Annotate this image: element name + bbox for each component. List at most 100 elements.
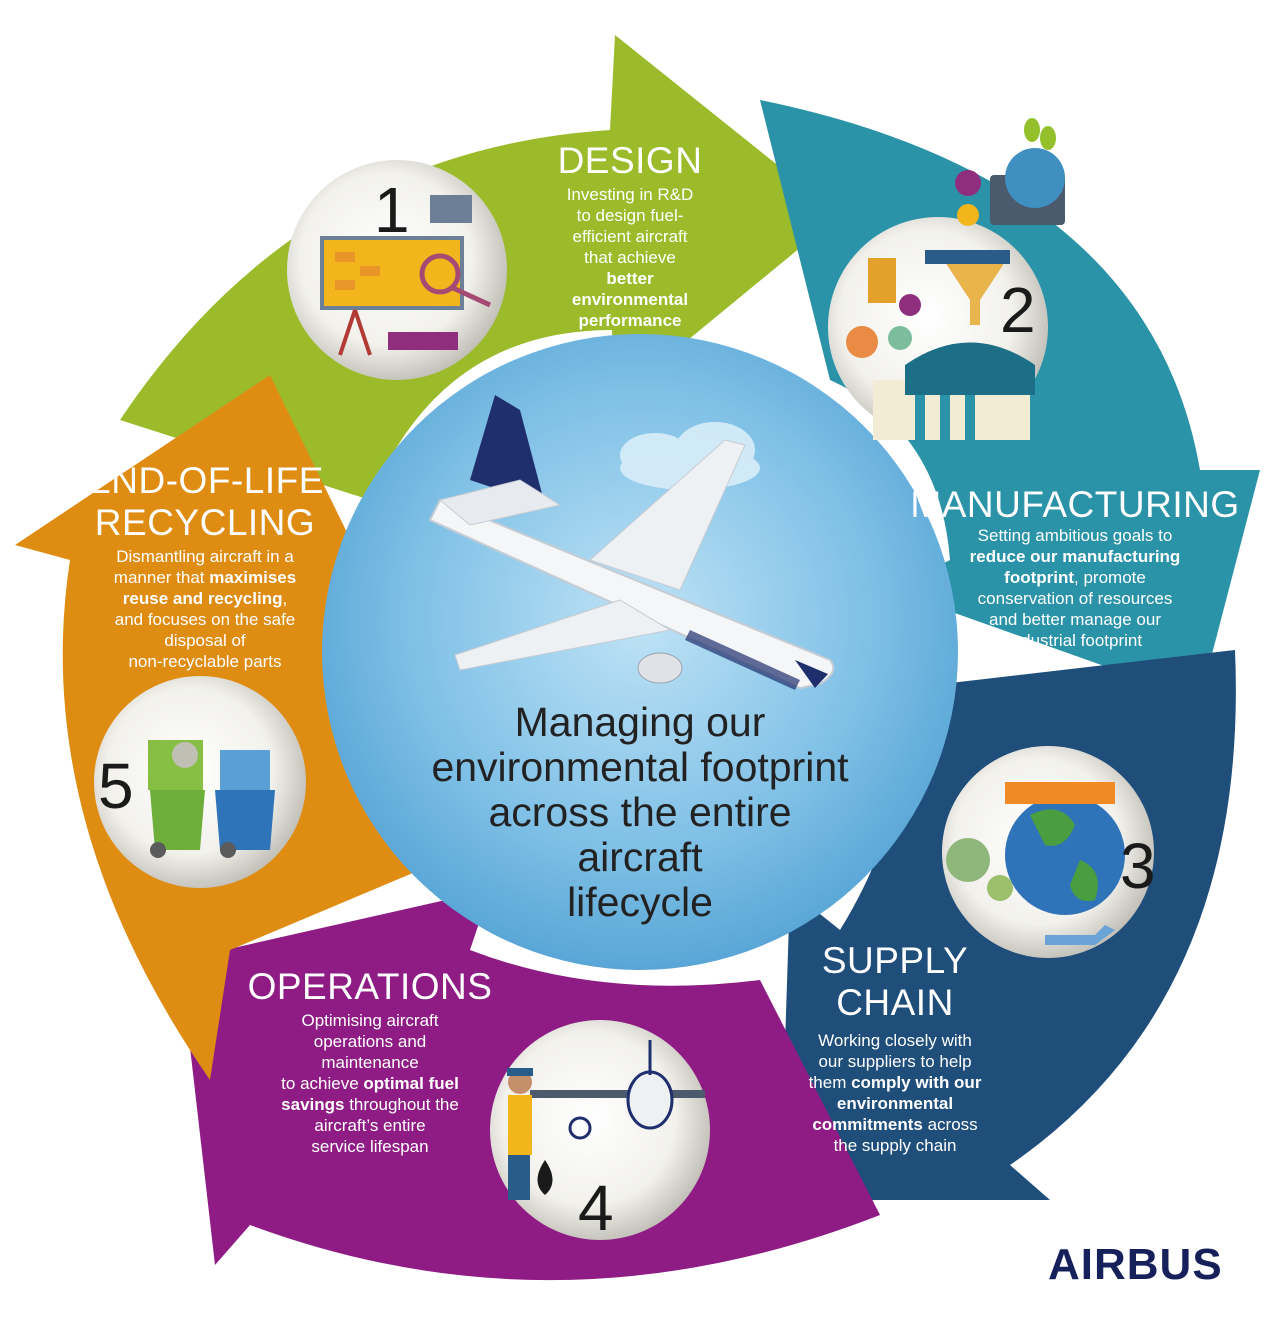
description-line: non-recyclable parts xyxy=(60,651,350,672)
description-bold-text: reduce our manufacturing xyxy=(969,547,1181,566)
center-line-1: Managing our xyxy=(514,699,766,745)
supply-chain-title-line-1: SUPPLY xyxy=(821,940,969,981)
end-of-life-text: END-OF-LIFE RECYCLING Dismantling aircra… xyxy=(60,460,350,672)
stage-2-bubble: 2 xyxy=(828,118,1065,440)
stage-4-bubble: 4 xyxy=(490,1020,710,1244)
design-research-icon xyxy=(320,195,492,356)
description-line: Optimising aircraft xyxy=(230,1010,510,1031)
airbus-logo: AIRBUS xyxy=(1048,1240,1223,1289)
description-text: that achieve xyxy=(584,248,676,267)
description-text: to achieve xyxy=(281,1074,364,1093)
end-of-life-description: Dismantling aircraft in a manner that max… xyxy=(60,546,350,672)
stage-3-bubble: 3 xyxy=(942,746,1156,958)
description-line: industrial footprint xyxy=(900,630,1250,651)
description-bold-text: maximises xyxy=(209,568,297,587)
description-line: environmental xyxy=(500,289,760,310)
supply-chain-title-line-2: CHAIN xyxy=(836,982,954,1023)
operations-text: OPERATIONS Optimising aircraft operations… xyxy=(230,966,510,1157)
stage-4-number: 4 xyxy=(578,1172,614,1244)
description-text: and better manage our xyxy=(988,610,1161,629)
description-line: our suppliers to help xyxy=(760,1051,1030,1072)
description-line: Dismantling aircraft in a xyxy=(60,546,350,567)
description-text: , promote xyxy=(1074,568,1146,587)
stage-5-bubble: 5 xyxy=(94,676,306,888)
globe-supply-icon xyxy=(946,782,1125,945)
factory-icon xyxy=(846,250,1035,440)
description-line: footprint, promote xyxy=(900,567,1250,588)
description-line: performance xyxy=(500,310,760,331)
description-bold-text: optimal fuel xyxy=(363,1074,459,1093)
operations-description: Optimising aircraft operations and mainten… xyxy=(230,1010,510,1157)
description-text: maintenance xyxy=(321,1053,419,1072)
stage-3-number: 3 xyxy=(1120,830,1156,902)
manufacturing-text: MANUFACTURING Setting ambitious goals to… xyxy=(900,484,1250,651)
recycling-bins-icon xyxy=(148,740,275,858)
description-bold-text: commitments xyxy=(812,1115,923,1134)
description-bold-text: better xyxy=(606,269,654,288)
center-line-2: environmental footprint xyxy=(431,744,849,790)
center-line-4: aircraft xyxy=(577,834,703,880)
description-line: reduce our manufacturing xyxy=(900,546,1250,567)
description-line: Setting ambitious goals to xyxy=(900,525,1250,546)
center-line-3: across the entire xyxy=(488,789,792,835)
description-text: , xyxy=(282,589,288,608)
center-line-5: lifecycle xyxy=(567,879,713,925)
description-line: that achieve xyxy=(500,247,760,268)
supply-chain-description: Working closely with our suppliers to hel… xyxy=(760,1030,1030,1156)
description-text: Investing in R&D xyxy=(566,185,694,204)
stage-2-number: 2 xyxy=(1000,274,1036,346)
description-line: environmental xyxy=(760,1093,1030,1114)
refuel-aircraft-icon xyxy=(507,1040,705,1200)
description-line: and focuses on the safe xyxy=(60,609,350,630)
description-text: operations and xyxy=(313,1032,427,1051)
description-line: manner that maximises xyxy=(60,567,350,588)
center-headline: Managing our environmental footprint acr… xyxy=(360,700,920,925)
description-text: non-recyclable parts xyxy=(128,652,282,671)
description-text: service lifespan xyxy=(311,1137,429,1156)
description-line: operations and xyxy=(230,1031,510,1052)
description-bold-text: savings xyxy=(281,1095,345,1114)
description-text: and focuses on the safe xyxy=(114,610,296,629)
description-line: aircraft’s entire xyxy=(230,1115,510,1136)
description-line: to achieve optimal fuel xyxy=(230,1073,510,1094)
description-text: our suppliers to help xyxy=(818,1052,972,1071)
description-bold-text: footprint xyxy=(1004,568,1075,587)
description-line: to design fuel- xyxy=(500,205,760,226)
description-line: service lifespan xyxy=(230,1136,510,1157)
description-text: efficient aircraft xyxy=(572,227,688,246)
description-line: them comply with our xyxy=(760,1072,1030,1093)
description-text: Setting ambitious goals to xyxy=(977,526,1173,545)
design-description: Investing in R&D to design fuel-efficient… xyxy=(500,184,760,331)
description-text: aircraft’s entire xyxy=(314,1116,426,1135)
description-line: reuse and recycling, xyxy=(60,588,350,609)
design-text: DESIGN Investing in R&D to design fuel-ef… xyxy=(500,140,760,331)
description-line: Investing in R&D xyxy=(500,184,760,205)
description-text: them xyxy=(808,1073,852,1092)
description-text: the supply chain xyxy=(833,1136,957,1155)
description-line: and better manage our xyxy=(900,609,1250,630)
manufacturing-description: Setting ambitious goals to reduce our man… xyxy=(900,525,1250,651)
description-text: industrial footprint xyxy=(1007,631,1143,650)
end-of-life-title-line-2: RECYCLING xyxy=(94,502,316,543)
description-bold-text: performance xyxy=(578,311,682,330)
description-bold-text: environmental xyxy=(571,290,689,309)
description-text: to design fuel- xyxy=(576,206,684,225)
supply-chain-text: SUPPLY CHAIN Working closely with our sup… xyxy=(760,940,1030,1156)
end-of-life-title-line-1: END-OF-LIFE xyxy=(86,460,324,501)
description-line: the supply chain xyxy=(760,1135,1030,1156)
stage-1-number: 1 xyxy=(374,174,410,246)
footprint-globe-icon xyxy=(955,118,1065,226)
manufacturing-title: MANUFACTURING xyxy=(910,484,1240,525)
description-text: Working closely with xyxy=(818,1031,972,1050)
description-bold-text: comply with our xyxy=(851,1073,982,1092)
design-title: DESIGN xyxy=(557,140,703,181)
description-text: conservation of resources xyxy=(977,589,1173,608)
description-text: throughout the xyxy=(344,1095,459,1114)
description-line: commitments across xyxy=(760,1114,1030,1135)
description-line: better xyxy=(500,268,760,289)
description-text: disposal of xyxy=(164,631,246,650)
description-line: Working closely with xyxy=(760,1030,1030,1051)
stage-5-number: 5 xyxy=(98,750,134,822)
operations-title: OPERATIONS xyxy=(247,966,493,1007)
